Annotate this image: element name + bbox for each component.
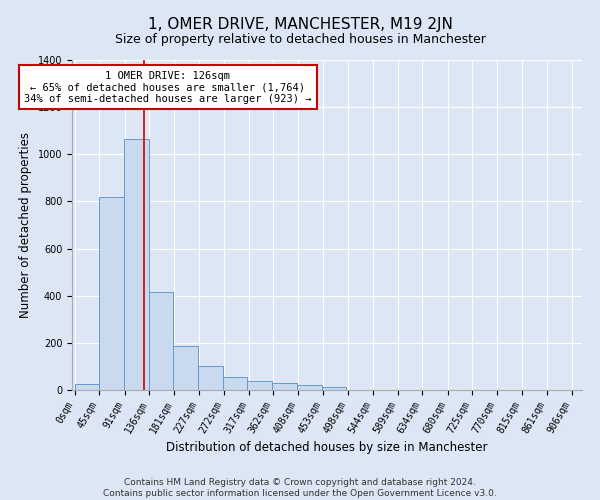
Text: 1 OMER DRIVE: 126sqm
← 65% of detached houses are smaller (1,764)
34% of semi-de: 1 OMER DRIVE: 126sqm ← 65% of detached h… [24,70,312,104]
Text: Size of property relative to detached houses in Manchester: Size of property relative to detached ho… [115,32,485,46]
Bar [173,346,198,390]
Bar [247,380,272,390]
Bar [198,366,223,390]
Bar [124,139,149,390]
Bar [223,377,247,390]
Text: 1, OMER DRIVE, MANCHESTER, M19 2JN: 1, OMER DRIVE, MANCHESTER, M19 2JN [148,18,452,32]
Bar [272,383,297,390]
Bar [297,386,322,390]
Bar [322,387,346,390]
Bar [75,384,100,390]
Bar [149,292,173,390]
X-axis label: Distribution of detached houses by size in Manchester: Distribution of detached houses by size … [166,441,488,454]
Text: Contains HM Land Registry data © Crown copyright and database right 2024.
Contai: Contains HM Land Registry data © Crown c… [103,478,497,498]
Bar [100,196,124,390]
Y-axis label: Number of detached properties: Number of detached properties [19,132,32,318]
